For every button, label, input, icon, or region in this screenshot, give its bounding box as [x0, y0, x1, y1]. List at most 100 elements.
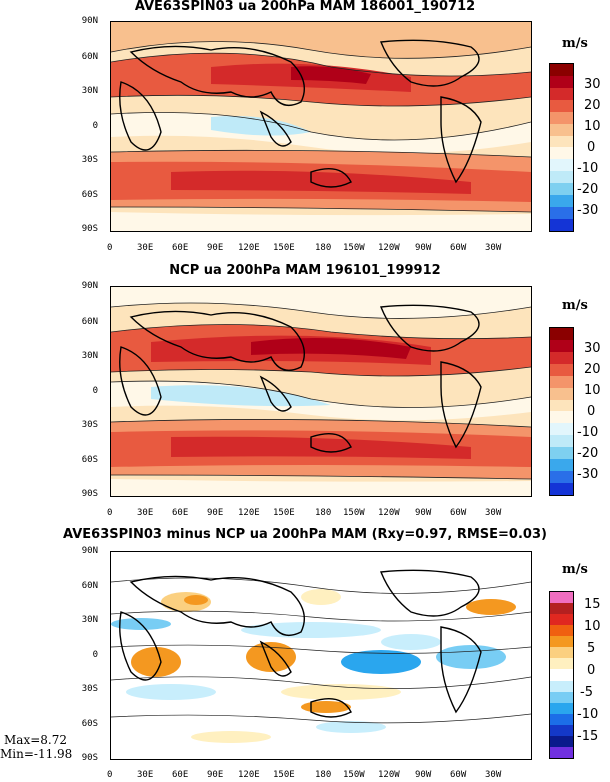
- x-label: 150E: [273, 770, 295, 780]
- colorbar-swatch: [550, 99, 573, 112]
- colorbar-swatch: [550, 363, 573, 376]
- x-label: 30E: [137, 770, 154, 780]
- y-label: 90S: [81, 224, 98, 234]
- colorbar-label: 10: [584, 119, 601, 134]
- x-label: 60E: [172, 508, 189, 518]
- y-label: 60N: [81, 52, 98, 62]
- x-label: 0: [107, 508, 113, 518]
- panel-2-map: [110, 286, 532, 497]
- colorbar-swatch: [550, 746, 573, 758]
- panel-1-field: [111, 22, 531, 231]
- x-label: 90E: [207, 243, 224, 253]
- x-label: 60W: [450, 770, 467, 780]
- x-label: 180: [315, 770, 332, 780]
- y-label: 0: [92, 386, 98, 396]
- y-label: 60S: [81, 719, 98, 729]
- colorbar-swatch: [550, 471, 573, 483]
- panel-3-title: AVE63SPIN03 minus NCP ua 200hPa MAM (Rxy…: [63, 527, 547, 542]
- colorbar-swatch: [550, 207, 573, 219]
- panel-1-colorbar: [549, 63, 574, 232]
- x-label: 150W: [343, 243, 365, 253]
- colorbar-swatch: [550, 351, 573, 364]
- y-label: 30N: [81, 86, 98, 96]
- colorbar-swatch: [550, 339, 573, 352]
- x-label: 30E: [137, 508, 154, 518]
- panel-2-field: [111, 287, 531, 496]
- x-label: 120E: [238, 770, 260, 780]
- x-label: 120W: [378, 243, 400, 253]
- y-label: 90S: [81, 489, 98, 499]
- x-label: 120W: [378, 508, 400, 518]
- colorbar-swatch: [550, 159, 573, 172]
- y-label: 90S: [81, 753, 98, 763]
- colorbar-swatch: [550, 123, 573, 136]
- y-label: 90N: [81, 546, 98, 556]
- y-label: 0: [92, 121, 98, 131]
- colorbar-swatch: [550, 135, 573, 148]
- colorbar-label: 0: [587, 140, 596, 155]
- colorbar-swatch: [550, 625, 573, 637]
- x-label: 180: [315, 243, 332, 253]
- colorbar-swatch: [550, 603, 573, 615]
- colorbar-swatch: [550, 64, 573, 76]
- colorbar-label: 15: [584, 597, 601, 612]
- colorbar-swatch: [550, 147, 573, 160]
- colorbar-swatch: [550, 447, 573, 460]
- x-label: 150W: [343, 508, 365, 518]
- colorbar-swatch: [550, 482, 573, 495]
- colorbar-swatch: [550, 435, 573, 448]
- colorbar-swatch: [550, 87, 573, 100]
- colorbar-swatch: [550, 680, 573, 692]
- colorbar-label: -5: [580, 685, 593, 700]
- colorbar-swatch: [550, 387, 573, 400]
- panel-3-field: [111, 552, 531, 759]
- colorbar-swatch: [550, 459, 573, 472]
- x-label: 60E: [172, 770, 189, 780]
- colorbar-swatch: [550, 195, 573, 208]
- colorbar-label: 10: [584, 383, 601, 398]
- colorbar-label: -20: [577, 446, 599, 461]
- colorbar-swatch: [550, 658, 573, 670]
- min-stat: Min=-11.98: [0, 747, 73, 761]
- colorbar-label: -10: [577, 161, 599, 176]
- colorbar-swatch: [550, 735, 573, 747]
- colorbar-label: -30: [577, 467, 599, 482]
- colorbar-label: -10: [577, 707, 599, 722]
- x-label: 30W: [485, 508, 502, 518]
- panel-3-colorbar: [549, 591, 574, 759]
- colorbar-swatch: [550, 636, 573, 648]
- y-label: 60N: [81, 317, 98, 327]
- y-label: 60S: [81, 455, 98, 465]
- colorbar-swatch: [550, 669, 573, 681]
- colorbar-label: -30: [577, 203, 599, 218]
- panel-3-map: [110, 551, 532, 760]
- y-label: 30N: [81, 351, 98, 361]
- x-label: 30W: [485, 770, 502, 780]
- panel-1-units: m/s: [562, 36, 588, 51]
- colorbar-label: 5: [587, 641, 596, 656]
- panel-1-map: [110, 21, 532, 232]
- x-label: 150E: [273, 243, 295, 253]
- colorbar-swatch: [550, 691, 573, 703]
- colorbar-swatch: [550, 399, 573, 412]
- x-label: 90W: [415, 508, 432, 518]
- colorbar-label: 20: [584, 362, 601, 377]
- colorbar-swatch: [550, 75, 573, 88]
- x-label: 0: [107, 243, 113, 253]
- colorbar-swatch: [550, 111, 573, 124]
- x-label: 150E: [273, 508, 295, 518]
- y-label: 30N: [81, 615, 98, 625]
- x-label: 60E: [172, 243, 189, 253]
- x-label: 90E: [207, 770, 224, 780]
- colorbar-swatch: [550, 218, 573, 231]
- colorbar-label: 10: [584, 619, 601, 634]
- x-label: 60W: [450, 243, 467, 253]
- colorbar-swatch: [550, 328, 573, 340]
- x-label: 90W: [415, 770, 432, 780]
- panel-2-title: NCP ua 200hPa MAM 196101_199912: [169, 263, 441, 278]
- y-label: 30S: [81, 420, 98, 430]
- panel-1-title: AVE63SPIN03 ua 200hPa MAM 186001_190712: [134, 0, 476, 14]
- x-label: 0: [107, 770, 113, 780]
- colorbar-swatch: [550, 423, 573, 436]
- colorbar-label: -15: [577, 729, 599, 744]
